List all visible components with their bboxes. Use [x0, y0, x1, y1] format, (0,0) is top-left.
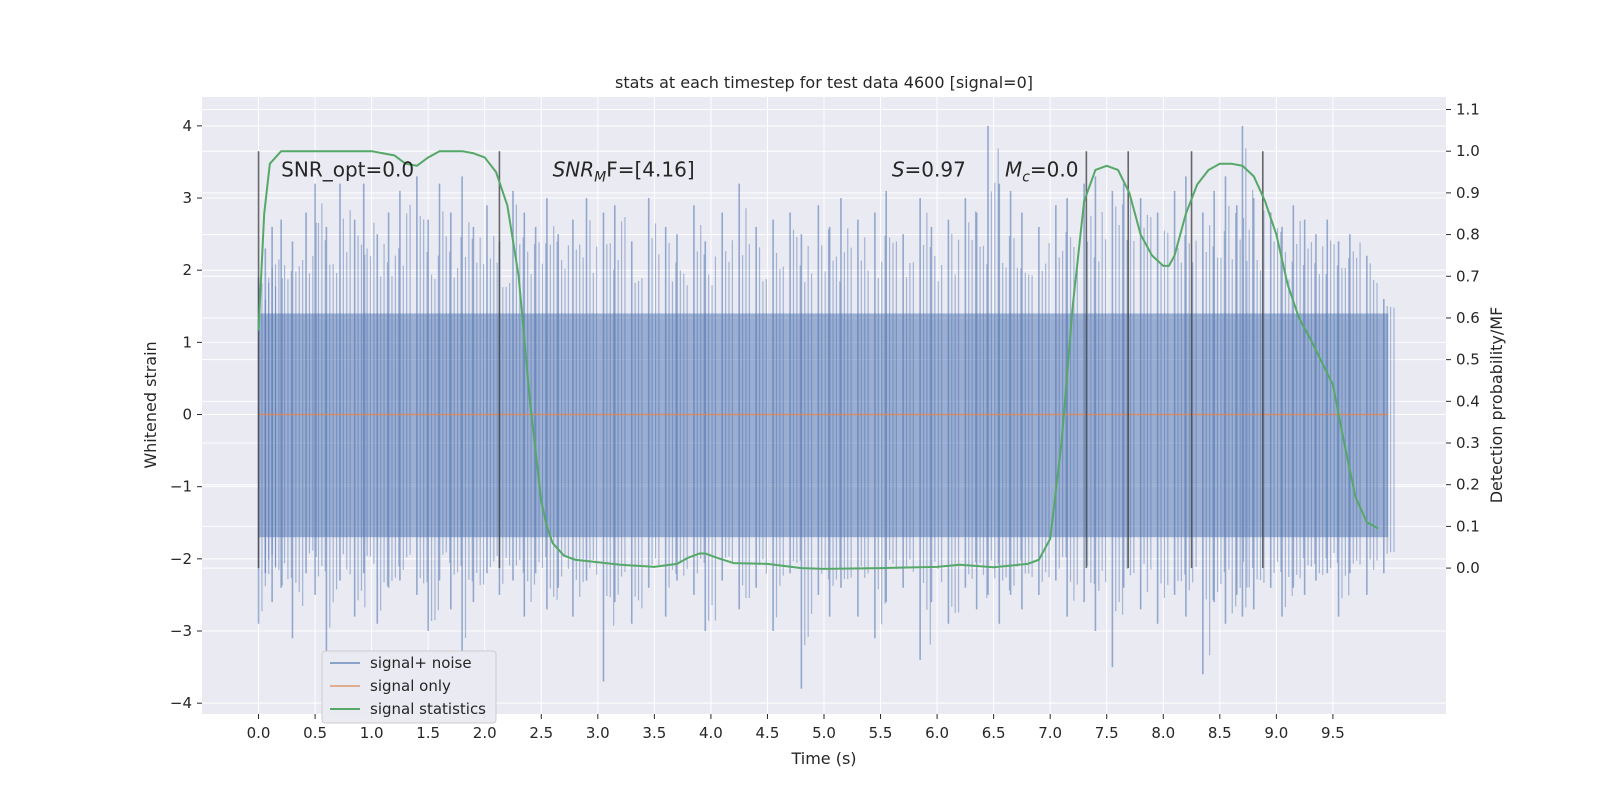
vertical-lines [257, 151, 1264, 569]
x-tick-label-5: 2.5 [529, 724, 553, 742]
legend: signal+ noise signal only signal statist… [321, 650, 497, 724]
noise-band [258, 313, 1389, 538]
annotation-snr-mf-rest: F=[4.16] [606, 157, 694, 181]
x-tick-label-9: 4.5 [756, 724, 780, 742]
x-tick-label-16: 8.0 [1151, 724, 1175, 742]
x-tick-label-12: 6.0 [925, 724, 949, 742]
series-signal-statistics [257, 150, 1379, 570]
y-tick-label-2: −2 [170, 550, 192, 568]
x-axis-label: Time (s) [790, 749, 856, 768]
y2-tick-label-8: 0.8 [1456, 226, 1480, 244]
x-tick-label-18: 9.0 [1264, 724, 1288, 742]
chart-title: stats at each timestep for test data 460… [615, 73, 1033, 92]
annotation-snr-opt: SNR_opt=0.0 [281, 157, 414, 181]
annotation-mc: Mc=0.0 [1005, 157, 1079, 185]
y-tick-label-5: 1 [182, 333, 192, 351]
x-tick-label-13: 6.5 [982, 724, 1006, 742]
x-tick-label-3: 1.5 [416, 724, 440, 742]
x-tick-label-1: 0.5 [303, 724, 327, 742]
x-tick-label-19: 9.5 [1321, 724, 1345, 742]
series-signal-plus-noise [257, 125, 1395, 689]
annotation-snr-mf-sub: M [594, 169, 606, 185]
legend-box [321, 650, 497, 724]
legend-label-signal-statistics: signal statistics [370, 700, 486, 718]
x-tick-label-11: 5.5 [869, 724, 893, 742]
y-tick-label-4: 0 [182, 406, 192, 424]
signal-statistics-line [257, 150, 1379, 570]
x-tick-label-15: 7.5 [1095, 724, 1119, 742]
x-tick-label-17: 8.5 [1208, 724, 1232, 742]
annotation-s-main: S [892, 157, 905, 181]
legend-label-signal-plus-noise: signal+ noise [370, 654, 472, 672]
x-tick-label-4: 2.0 [473, 724, 497, 742]
y2-tick-label-1: 0.1 [1456, 517, 1480, 535]
annotation-s-rest: =0.97 [905, 157, 966, 181]
annotation-snr-mf: SNRMF=[4.16] [553, 157, 695, 185]
x-tick-label-14: 7.0 [1038, 724, 1062, 742]
y2-tick-label-9: 0.9 [1456, 184, 1480, 202]
y2-tick-label-5: 0.5 [1456, 351, 1480, 369]
y2-tick-label-10: 1.0 [1456, 142, 1480, 160]
x-tick-label-8: 4.0 [699, 724, 723, 742]
y-tick-label-3: −1 [170, 478, 192, 496]
legend-label-signal-only: signal only [370, 677, 451, 695]
annotation-snr-mf-main: SNR [553, 157, 595, 181]
y2-axis-label: Detection probability/MF [1487, 307, 1506, 504]
annotation-s: S=0.97 [892, 157, 966, 181]
y2-tick-label-4: 0.4 [1456, 392, 1480, 410]
y-tick-label-8: 4 [182, 117, 192, 135]
x-axis-ticks: 0.0 0.5 1.0 1.5 2.0 2.5 3.0 3.5 4.0 4.5 5.0 5.5 6.0 6… [247, 714, 1345, 742]
annotations: SNR_opt=0.0 SNRMF=[4.16] S=0.97 Mc=0.0 [281, 157, 1078, 185]
y2-tick-label-3: 0.3 [1456, 434, 1480, 452]
y2-axis-ticks: 0.0 0.1 0.2 0.3 0.4 0.5 0.6 0.7 0.8 0.9 1.0 1.1 [1446, 101, 1480, 577]
y-tick-label-7: 3 [182, 189, 192, 207]
y2-tick-label-2: 0.2 [1456, 476, 1480, 494]
x-tick-label-10: 5.0 [812, 724, 836, 742]
x-tick-label-7: 3.5 [642, 724, 666, 742]
y-tick-label-6: 2 [182, 261, 192, 279]
annotation-mc-main: M [1005, 157, 1022, 181]
annotation-mc-rest: =0.0 [1030, 157, 1079, 181]
y2-tick-label-0: 0.0 [1456, 559, 1480, 577]
annotation-mc-sub: c [1022, 169, 1030, 185]
x-tick-label-0: 0.0 [247, 724, 271, 742]
y-axis-ticks: −4 −3 −2 −1 0 1 2 3 4 [170, 117, 202, 712]
x-tick-label-2: 1.0 [360, 724, 384, 742]
y-axis-label: Whitened strain [141, 341, 160, 468]
y-tick-label-1: −3 [170, 622, 192, 640]
y2-tick-label-11: 1.1 [1456, 101, 1480, 119]
y2-tick-label-6: 0.6 [1456, 309, 1480, 327]
y-tick-label-0: −4 [170, 694, 192, 712]
x-tick-label-6: 3.0 [586, 724, 610, 742]
y2-tick-label-7: 0.7 [1456, 267, 1480, 285]
